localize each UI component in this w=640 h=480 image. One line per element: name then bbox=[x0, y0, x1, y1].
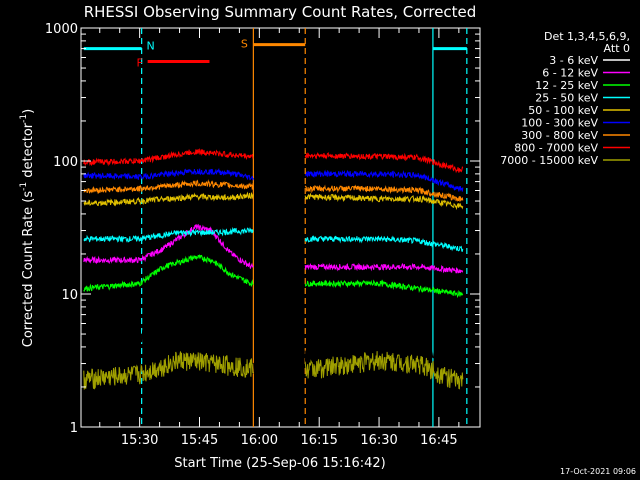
series-line bbox=[304, 184, 464, 203]
y-axis: 1 10 100 1000 bbox=[45, 22, 480, 436]
footer-date: 17-Oct-2021 09:06 bbox=[560, 467, 636, 476]
y-label-part-1: Corrected Count Rate (s bbox=[21, 191, 36, 348]
series-line bbox=[83, 191, 254, 207]
y-tick-label: 1000 bbox=[45, 22, 78, 37]
legend-item-label: 12 - 25 keV bbox=[535, 79, 598, 92]
series-group bbox=[83, 148, 464, 390]
series-line bbox=[83, 179, 254, 195]
x-tick-label: 15:30 bbox=[121, 433, 158, 448]
series-line bbox=[83, 245, 254, 375]
chart-title: RHESSI Observing Summary Count Rates, Co… bbox=[84, 3, 477, 21]
y-label-part-2: detector bbox=[21, 122, 36, 182]
legend-item-label: 800 - 7000 keV bbox=[514, 142, 598, 155]
x-axis: 15:30 15:45 16:00 16:15 16:30 16:45 bbox=[99, 28, 460, 448]
series-line bbox=[83, 167, 254, 181]
series-line bbox=[83, 254, 254, 292]
legend-item-label: 50 - 100 keV bbox=[528, 104, 598, 117]
legend-item-label: 25 - 50 keV bbox=[535, 92, 598, 105]
legend-item-label: 100 - 300 keV bbox=[521, 117, 598, 130]
series-line bbox=[304, 235, 464, 252]
series-line bbox=[83, 226, 254, 243]
plot-frame bbox=[80, 27, 481, 428]
series-line bbox=[304, 169, 464, 192]
series-line bbox=[83, 351, 254, 390]
series-line bbox=[304, 192, 464, 211]
legend-header-line-2: Att 0 bbox=[604, 42, 630, 55]
x-tick-label: 15:45 bbox=[181, 433, 218, 448]
legend-item-label: 7000 - 15000 keV bbox=[500, 154, 598, 167]
y-axis-label: Corrected Count Rate (s-1 detector-1) bbox=[19, 109, 36, 347]
series-line bbox=[83, 148, 254, 167]
legend-item-label: 300 - 800 keV bbox=[521, 129, 598, 142]
legend-item-label: 3 - 6 keV bbox=[549, 54, 598, 67]
y-label-sup-1: -1 bbox=[19, 182, 29, 191]
x-tick-label: 16:30 bbox=[360, 433, 397, 448]
x-tick-label: 16:00 bbox=[241, 433, 278, 448]
series-line bbox=[83, 223, 254, 269]
y-label-part-3: ) bbox=[21, 109, 36, 114]
y-label-sup-2: -1 bbox=[19, 114, 29, 123]
x-axis-label: Start Time (25-Sep-06 15:16:42) bbox=[174, 456, 385, 471]
series-line bbox=[304, 279, 464, 299]
flag-label: F bbox=[136, 56, 142, 69]
flag-label: S bbox=[241, 38, 248, 51]
flag-label: N bbox=[147, 40, 155, 53]
legend-header-line-1: Det 1,3,4,5,6,9, bbox=[544, 30, 630, 43]
y-tick-label: 100 bbox=[53, 155, 78, 170]
flag-lines: NF S bbox=[83, 38, 467, 69]
x-tick-label: 16:15 bbox=[300, 433, 337, 448]
series-line bbox=[304, 262, 464, 274]
series-line bbox=[304, 151, 464, 174]
y-tick-label: 10 bbox=[61, 288, 78, 303]
gap-region bbox=[141, 28, 468, 427]
x-tick-label: 16:45 bbox=[420, 433, 457, 448]
series-line bbox=[304, 351, 464, 390]
legend-item-label: 6 - 12 keV bbox=[542, 67, 598, 80]
y-tick-label: 1 bbox=[70, 421, 78, 436]
